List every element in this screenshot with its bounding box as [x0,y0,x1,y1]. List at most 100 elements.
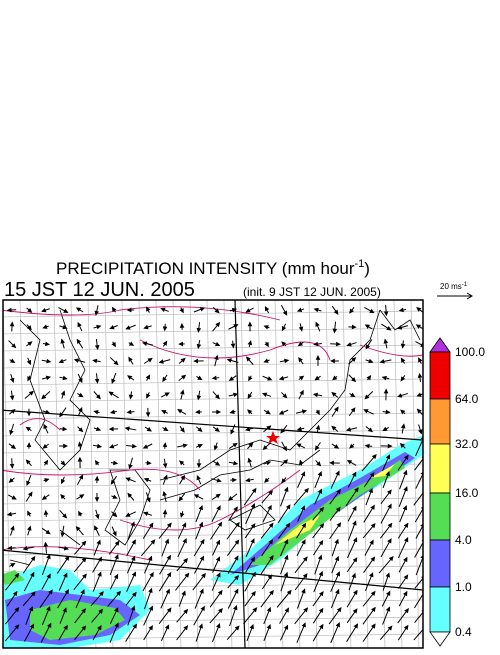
arrow-head [404,558,407,561]
wind-arrow [11,458,14,467]
colorbar-label: 100.0 [455,345,485,359]
wind-arrow [364,506,374,523]
wind-arrow [263,506,271,522]
wind-arrow [247,625,253,641]
arrow-head [315,308,318,311]
wind-arrow [214,443,217,450]
arrow-head [284,447,287,450]
wind-arrow [348,461,356,466]
wind-arrow [112,373,116,383]
wind-arrow [401,375,405,380]
wind-arrow [215,356,218,366]
arrow-head [398,326,401,329]
wind-arrow [44,461,47,466]
arrow-head [198,445,201,448]
arrow-head [364,410,367,413]
arrow-head [43,325,46,328]
colorbar-labels: 100.064.032.016.04.01.00.4 [455,345,485,639]
arrow-head [280,411,283,414]
arrow-head [96,515,99,518]
grid-line [411,300,419,650]
grid-line [241,300,249,650]
wind-arrow [332,306,337,314]
arrow-head [384,340,387,343]
arrow-head [353,521,356,524]
wind-arrow [42,391,50,398]
arrow-head [95,477,98,480]
wind-arrow [383,427,389,430]
wind-arrow [363,608,375,625]
wind-arrow [9,341,16,348]
wind-arrow [77,393,82,396]
arrow-head [246,309,249,312]
arrow-head [132,540,135,543]
arrow-head [195,495,198,498]
arrow-head [44,425,47,428]
arrow-head [45,461,48,464]
arrow-head [96,379,99,382]
wind-arrow [178,539,186,557]
wind-arrow [350,393,355,396]
arrow-head [28,361,31,364]
wind-arrow [399,487,407,507]
wind-arrow [313,609,322,624]
arrow-head [388,505,391,508]
arrow-head [63,326,66,329]
arrow-head [133,445,136,448]
arrow-head [354,591,357,594]
arrow-head [163,492,166,495]
arrow-shaft [414,626,426,640]
arrow-head [111,410,114,413]
wind-arrow [147,307,150,312]
arrow-head [417,325,420,328]
arrow-head [150,607,153,610]
wind-arrow [60,427,66,430]
wind-arrow [144,512,152,515]
wind-arrow [383,573,389,590]
arrow-head [335,540,338,543]
wind-arrow [44,543,47,554]
wind-arrow [145,427,151,431]
arrow-head [234,462,237,465]
arrow-head [366,444,369,447]
valid-time: 15 JST 12 JUN. 2005 [4,279,195,301]
arrow-head [285,573,288,576]
wind-arrow [179,375,186,380]
wind-arrow [229,462,237,465]
arrow-head [95,526,98,529]
wind-arrow [95,477,98,483]
arrow-head [284,311,287,314]
wind-arrow [212,410,220,413]
arrow-head [11,564,14,567]
wind-arrow [180,461,184,465]
wind-arrow [401,359,404,364]
wind-arrow [163,492,166,502]
wind-arrow [163,324,166,330]
wind-arrow [26,342,31,346]
wind-arrow [246,479,254,482]
wind-arrow [364,557,375,572]
wind-arrow [178,410,186,415]
wind-arrow [230,376,237,381]
wind-arrow [231,424,235,433]
arrow-head [183,539,186,542]
arrow-head [300,391,303,394]
arrow-head [110,427,113,430]
wind-arrow [213,427,219,431]
wind-arrow [213,541,220,556]
arrow-head [164,464,167,467]
arrow-head [285,488,288,491]
grid-line [190,300,198,650]
wind-arrow [384,340,387,349]
wind-arrow [280,626,287,641]
wind-arrow [210,609,222,623]
wind-arrow [79,512,82,516]
arrow-head [183,523,186,526]
arrow-head [337,572,340,575]
arrow-head [217,557,220,560]
wind-arrow [10,564,15,567]
arrow-head [347,428,350,431]
wind-arrow [27,409,30,415]
wind-arrow [366,360,373,363]
wind-arrow [61,477,64,483]
